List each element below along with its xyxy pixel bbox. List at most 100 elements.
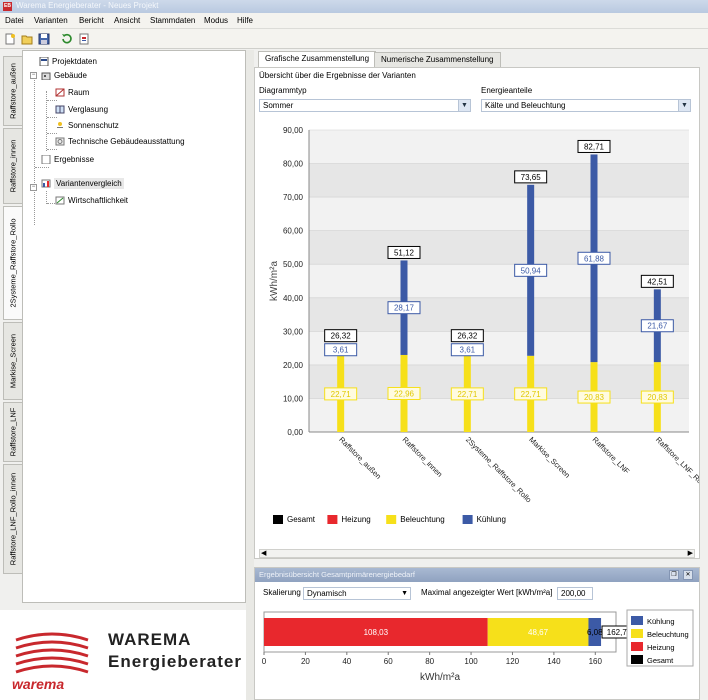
- economy-icon: [55, 196, 65, 205]
- tree-item-variantenvergleich[interactable]: Variantenvergleich: [41, 177, 124, 191]
- sun-protection-icon: [57, 122, 63, 129]
- data-label-gesamt: 26,32: [457, 332, 478, 341]
- tree-item-sonnenschutz[interactable]: Sonnenschutz: [55, 119, 119, 133]
- menu-bericht[interactable]: Bericht: [79, 16, 104, 25]
- open-icon[interactable]: [21, 33, 33, 45]
- menu-stammdaten[interactable]: Stammdaten: [150, 16, 196, 25]
- bar-beleuchtung: [487, 618, 589, 646]
- equipment-icon: [55, 137, 65, 146]
- variant-tab-raffstore-innen[interactable]: Raffstore_innen: [3, 128, 22, 204]
- close-icon[interactable]: ✕: [683, 570, 693, 580]
- tree-item-raum[interactable]: Raum: [55, 86, 89, 100]
- x-tick-label: Raffstore_LNF_Rollo_innen: [654, 435, 699, 507]
- scroll-right-icon[interactable]: ▶: [687, 550, 693, 557]
- restore-icon[interactable]: ❐: [669, 570, 679, 580]
- max-value-input[interactable]: 200,00: [557, 587, 593, 600]
- y-tick-label: 70,00: [283, 193, 304, 202]
- energieanteile-select[interactable]: Kälte und Beleuchtung ▼: [481, 99, 691, 112]
- data-label-beleuchtung: 22,71: [331, 390, 352, 399]
- tree-collapse-gebaeude[interactable]: −: [30, 72, 37, 79]
- legend-swatch: [327, 515, 338, 524]
- warema-logo: warema WAREMA Energieberater: [0, 610, 246, 700]
- data-label-kuehlung: 21,67: [647, 322, 668, 331]
- data-label-beleuchtung: 22,96: [394, 389, 415, 398]
- diagrammtyp-select[interactable]: Sommer ▼: [259, 99, 471, 112]
- tree-item-label: Projektdaten: [52, 57, 97, 66]
- tree-item-projektdaten[interactable]: Projektdaten: [39, 55, 97, 69]
- menu-ansicht[interactable]: Ansicht: [114, 16, 141, 25]
- report-icon[interactable]: [78, 33, 90, 45]
- compare-icon: [41, 179, 51, 188]
- refresh-icon[interactable]: [61, 33, 73, 45]
- logo-brand: warema: [12, 676, 65, 692]
- menu-hilfe[interactable]: Hilfe: [237, 16, 254, 25]
- variant-tab-raffstore-lnf[interactable]: Raffstore_LNF: [3, 402, 22, 462]
- horizontal-scrollbar[interactable]: ◀ ▶: [259, 549, 695, 558]
- tree-item-label: Wirtschaftlichkeit: [68, 196, 129, 205]
- data-label-gesamt: 162,77: [607, 628, 632, 637]
- data-label-box-kuehlung: [450, 343, 484, 357]
- tree-collapse-variantenvergleich[interactable]: −: [30, 184, 37, 191]
- chevron-down-icon[interactable]: ▼: [401, 590, 408, 597]
- toolbar: [0, 29, 708, 49]
- data-label-heizung: 108,03: [364, 628, 389, 637]
- x-tick-label: 80: [425, 657, 434, 666]
- data-label-box-kuehlung: [640, 319, 674, 333]
- variant-tab-label: Raffstore_außen: [8, 63, 18, 119]
- tree-item-label: Variantenvergleich: [54, 178, 124, 189]
- data-label-beleuchtung: 20,83: [647, 393, 668, 402]
- data-label-kuehlung: 50,94: [521, 266, 542, 275]
- y-tick-label: 0,00: [287, 428, 303, 437]
- variant-tabs: Raffstore_außen Raffstore_innen 2Systeme…: [0, 56, 22, 576]
- tree-item-gebaeude[interactable]: Gebäude: [41, 69, 87, 83]
- data-label-kuehlung: 61,88: [584, 254, 605, 263]
- tree-item-tga[interactable]: Technische Gebäudeausstattung: [55, 135, 185, 149]
- menu-varianten[interactable]: Varianten: [34, 16, 68, 25]
- data-label-box-beleuchtung: [640, 390, 674, 404]
- x-tick-label: 20: [301, 657, 310, 666]
- data-label-box-beleuchtung: [450, 387, 484, 401]
- variant-tab-raffstore-lnf-rollo[interactable]: Raffstore_LNF_Rollo_innen: [3, 464, 22, 574]
- max-value-label: Maximal angezeigter Wert [kWh/m²a]: [421, 588, 553, 597]
- variant-tab-raffstore-aussen[interactable]: Raffstore_außen: [3, 56, 22, 126]
- variant-tab-markise-screen[interactable]: Markise_Screen: [3, 322, 22, 400]
- data-label-beleuchtung: 20,83: [584, 393, 605, 402]
- menu-datei[interactable]: Datei: [5, 16, 24, 25]
- legend-label: Gesamt: [287, 515, 316, 524]
- menu-bar: Datei Varianten Bericht Ansicht Stammdat…: [0, 13, 708, 29]
- data-label-beleuchtung: 48,67: [528, 628, 549, 637]
- summary-panel-title: Ergebnisübersicht Gesamtprimärenergiebed…: [259, 570, 415, 579]
- x-tick-label: Raffstore_LNF: [591, 435, 632, 476]
- title-bar: EB Warema Energieberater - Neues Projekt: [0, 0, 708, 13]
- variant-tab-2systeme[interactable]: 2Systeme_Raffstore_Rollo: [3, 206, 22, 320]
- legend-swatch: [631, 629, 643, 638]
- summary-chart: 108,03 48,67 6,08 162,77 0 20 40 60 80 100 120 140 1…: [262, 609, 694, 683]
- save-icon[interactable]: [38, 33, 50, 45]
- chevron-down-icon[interactable]: ▼: [678, 100, 690, 111]
- document-icon: [39, 57, 49, 67]
- legend-swatch: [631, 642, 643, 651]
- tab-grafische-zusammenstellung[interactable]: Grafische Zusammenstellung: [258, 51, 377, 67]
- tab-numerische-zusammenstellung[interactable]: Numerische Zusammenstellung: [374, 52, 501, 67]
- splitter[interactable]: [246, 50, 254, 700]
- data-label-box-kuehlung: [387, 301, 421, 315]
- tree-item-label: Ergebnisse: [54, 155, 95, 164]
- new-icon[interactable]: [4, 33, 16, 45]
- menu-modus[interactable]: Modus: [204, 16, 229, 25]
- data-label-beleuchtung: 22,71: [521, 390, 542, 399]
- tree-item-ergebnisse[interactable]: Ergebnisse: [41, 153, 94, 167]
- grid-band: [309, 264, 689, 298]
- x-axis-label: kWh/m²a: [420, 672, 460, 683]
- skalierung-label: Skalierung: [263, 588, 301, 597]
- tree-item-verglasung[interactable]: Verglasung: [55, 103, 108, 117]
- tree-item-wirtschaftlichkeit[interactable]: Wirtschaftlichkeit: [55, 194, 128, 208]
- data-label-gesamt: 51,12: [394, 248, 415, 257]
- variant-tab-label: 2Systeme_Raffstore_Rollo: [8, 218, 18, 308]
- data-label-beleuchtung: 22,71: [457, 390, 478, 399]
- scroll-left-icon[interactable]: ◀: [261, 550, 267, 557]
- legend-label: Heizung: [647, 643, 675, 652]
- chevron-down-icon[interactable]: ▼: [458, 100, 470, 111]
- legend-label: Heizung: [341, 515, 370, 524]
- skalierung-select[interactable]: Dynamisch ▼: [303, 587, 411, 600]
- data-label-box-beleuchtung: [577, 390, 611, 404]
